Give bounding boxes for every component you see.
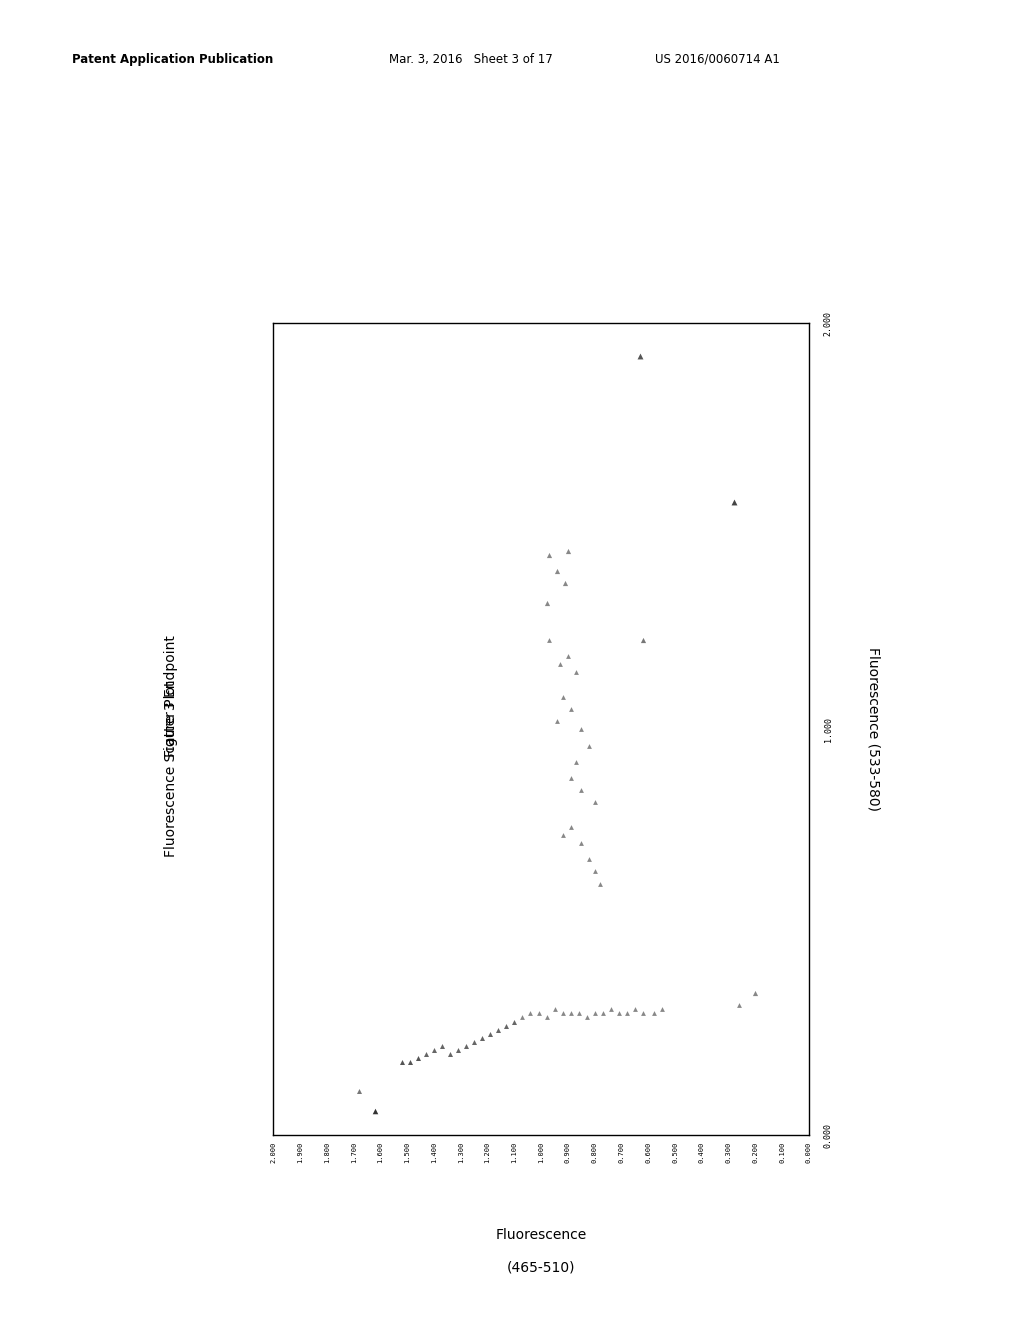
Text: 1.000: 1.000: [539, 1142, 544, 1163]
Point: [541, 544, 557, 565]
Text: 1.500: 1.500: [404, 1142, 411, 1163]
Text: 2.000: 2.000: [824, 312, 833, 335]
Text: Fluorescence Scatter Plot: Fluorescence Scatter Plot: [164, 681, 178, 857]
Point: [567, 661, 584, 682]
Text: 1.300: 1.300: [458, 1142, 464, 1163]
Text: 0.200: 0.200: [753, 1142, 759, 1163]
Text: 1.600: 1.600: [378, 1142, 384, 1163]
Point: [592, 873, 608, 894]
Text: 0.800: 0.800: [592, 1142, 598, 1163]
Point: [570, 1003, 587, 1024]
Text: Mar. 3, 2016   Sheet 3 of 17: Mar. 3, 2016 Sheet 3 of 17: [389, 53, 553, 66]
Point: [442, 1043, 459, 1064]
Point: [562, 767, 579, 788]
Text: US 2016/0060714 A1: US 2016/0060714 A1: [655, 53, 780, 66]
Point: [610, 1003, 627, 1024]
Text: 0.700: 0.700: [618, 1142, 625, 1163]
Point: [418, 1043, 434, 1064]
Text: 0.000: 0.000: [824, 1123, 833, 1147]
Point: [394, 1052, 411, 1073]
Text: Patent Application Publication: Patent Application Publication: [72, 53, 273, 66]
Point: [530, 1003, 547, 1024]
Point: [426, 1039, 442, 1060]
Point: [554, 686, 570, 708]
Point: [557, 573, 573, 594]
Point: [466, 1031, 482, 1052]
Text: 0.500: 0.500: [672, 1142, 678, 1163]
Text: 0.100: 0.100: [779, 1142, 785, 1163]
Text: 1.900: 1.900: [297, 1142, 303, 1163]
Point: [653, 999, 670, 1020]
Point: [632, 346, 648, 367]
Text: Fluorescence (533-580): Fluorescence (533-580): [866, 647, 881, 812]
Point: [458, 1035, 474, 1056]
Point: [587, 861, 603, 882]
Point: [367, 1101, 383, 1122]
Point: [499, 1015, 515, 1036]
Point: [562, 1003, 579, 1024]
Text: 0.600: 0.600: [645, 1142, 651, 1163]
Text: 1.800: 1.800: [324, 1142, 330, 1163]
Point: [579, 1007, 595, 1028]
Text: 0.400: 0.400: [698, 1142, 705, 1163]
Text: 1.000: 1.000: [824, 717, 833, 742]
Point: [560, 645, 577, 667]
Text: Figure 3 Endpoint: Figure 3 Endpoint: [164, 635, 178, 758]
Point: [587, 1003, 603, 1024]
Point: [748, 982, 764, 1003]
Point: [549, 561, 565, 582]
Point: [401, 1052, 418, 1073]
Point: [618, 1003, 635, 1024]
Point: [547, 999, 563, 1020]
Text: (465-510): (465-510): [507, 1261, 575, 1275]
Point: [627, 999, 643, 1020]
Point: [573, 718, 590, 739]
Text: 0.300: 0.300: [726, 1142, 731, 1163]
Point: [410, 1048, 426, 1069]
Point: [549, 710, 565, 731]
Point: [731, 995, 748, 1016]
Point: [573, 780, 590, 801]
Point: [582, 735, 598, 756]
Point: [562, 816, 579, 837]
Text: Fluorescence: Fluorescence: [496, 1228, 587, 1242]
Text: 2.000: 2.000: [270, 1142, 276, 1163]
Point: [450, 1039, 466, 1060]
Point: [562, 698, 579, 719]
Point: [726, 491, 742, 512]
Text: 1.200: 1.200: [484, 1142, 490, 1163]
Point: [490, 1019, 507, 1040]
Point: [522, 1003, 539, 1024]
Point: [539, 593, 555, 614]
Point: [482, 1023, 499, 1044]
Point: [474, 1027, 490, 1048]
Point: [635, 630, 651, 651]
Point: [541, 630, 557, 651]
Point: [554, 1003, 570, 1024]
Point: [582, 849, 598, 870]
Point: [602, 999, 618, 1020]
Point: [567, 751, 584, 772]
Point: [595, 1003, 611, 1024]
Text: 1.700: 1.700: [351, 1142, 356, 1163]
Text: 1.100: 1.100: [511, 1142, 517, 1163]
Point: [552, 653, 568, 675]
Text: 1.400: 1.400: [431, 1142, 437, 1163]
Point: [635, 1003, 651, 1024]
Text: 0.900: 0.900: [565, 1142, 571, 1163]
Point: [560, 540, 577, 561]
Point: [573, 833, 590, 854]
Point: [645, 1003, 662, 1024]
Point: [539, 1007, 555, 1028]
Point: [434, 1035, 451, 1056]
Point: [351, 1080, 368, 1101]
Point: [554, 824, 570, 845]
Point: [587, 792, 603, 813]
Point: [506, 1011, 522, 1032]
Point: [514, 1007, 530, 1028]
Text: 0.000: 0.000: [806, 1142, 812, 1163]
